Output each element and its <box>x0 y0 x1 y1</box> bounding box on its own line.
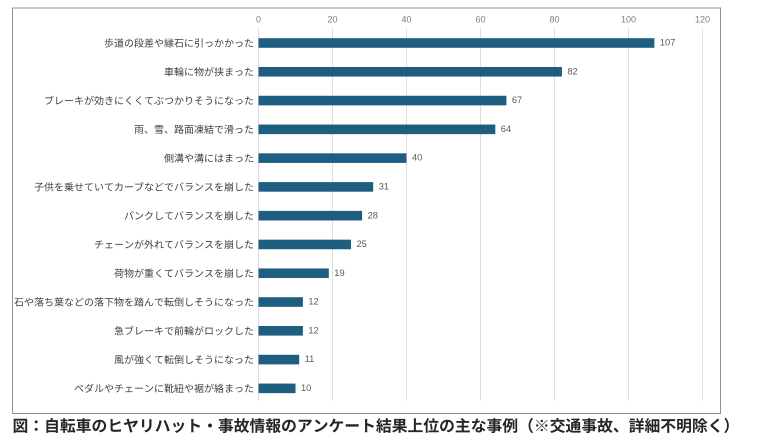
svg-text:107: 107 <box>660 38 676 48</box>
svg-text:0: 0 <box>256 14 261 24</box>
svg-text:64: 64 <box>501 124 511 134</box>
svg-text:12: 12 <box>308 297 318 307</box>
svg-text:10: 10 <box>301 383 311 393</box>
svg-text:12: 12 <box>308 325 318 335</box>
svg-text:11: 11 <box>305 354 315 364</box>
svg-text:67: 67 <box>512 95 522 105</box>
svg-text:25: 25 <box>357 239 367 249</box>
svg-text:40: 40 <box>401 14 411 24</box>
svg-text:31: 31 <box>379 182 389 192</box>
svg-text:80: 80 <box>549 14 559 24</box>
svg-text:60: 60 <box>475 14 485 24</box>
svg-text:120: 120 <box>695 14 710 24</box>
svg-text:19: 19 <box>334 268 344 278</box>
svg-text:100: 100 <box>621 14 636 24</box>
svg-text:40: 40 <box>412 153 422 163</box>
svg-text:82: 82 <box>567 66 577 76</box>
svg-text:28: 28 <box>368 210 378 220</box>
svg-text:20: 20 <box>327 14 337 24</box>
